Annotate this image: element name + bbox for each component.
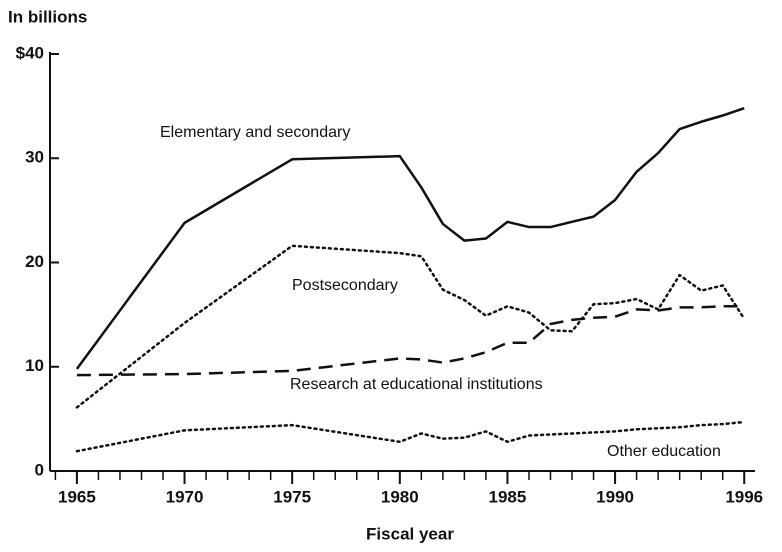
x-tick-label: 1970	[166, 487, 204, 506]
y-axis-title: In billions	[8, 7, 87, 26]
x-tick-label: 1996	[725, 487, 763, 506]
y-tick-label: 30	[25, 148, 44, 167]
series-label: Postsecondary	[292, 277, 398, 294]
x-tick-label: 1965	[58, 487, 96, 506]
line-series	[75, 420, 746, 453]
series-label: Research at educational institutions	[290, 376, 543, 393]
y-tick-label: 10	[25, 356, 44, 375]
x-tick-label: 1985	[489, 487, 527, 506]
x-tick-label: 1980	[381, 487, 419, 506]
y-tick-label: 20	[25, 252, 44, 271]
x-tick-label: 1975	[273, 487, 311, 506]
series-label: Other education	[607, 443, 721, 460]
line-series	[75, 107, 745, 370]
series-label: Elementary and secondary	[160, 124, 350, 141]
line-series	[76, 305, 745, 377]
y-tick-label: $40	[16, 43, 44, 62]
line-series	[75, 244, 746, 409]
y-tick-label: 0	[35, 460, 44, 479]
x-tick-label: 1990	[596, 487, 634, 506]
x-axis-title: Fiscal year	[366, 524, 454, 543]
